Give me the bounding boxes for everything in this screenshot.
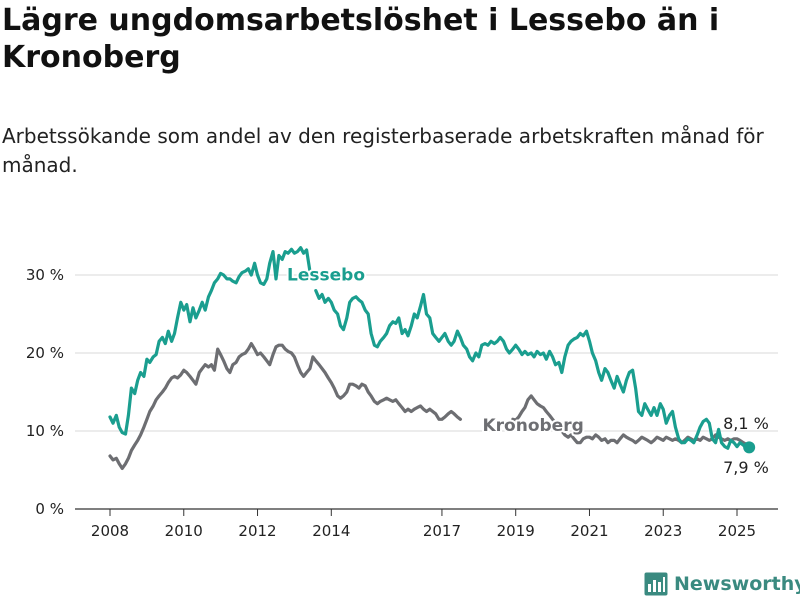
chart-subtitle: Arbetssökande som andel av den registerb… <box>2 124 764 177</box>
x-axis: 2008 2010 2012 2014 2017 2019 2021 2023 2025 <box>91 509 756 540</box>
kronoberg-label-halo: Kronoberg <box>483 416 584 436</box>
y-tick-label: 10 % <box>26 422 64 440</box>
lessebo-end-value-label: 7,9 % <box>723 458 769 477</box>
kronoberg-end-value-label: 8,1 % <box>723 414 769 433</box>
x-tick-label: 2019 <box>497 522 535 540</box>
lessebo-label: Lessebo <box>287 265 365 285</box>
newsworthy-wordmark: Newsworthy <box>674 573 800 595</box>
y-tick-label: 20 % <box>26 344 64 362</box>
x-tick-label: 2014 <box>312 522 350 540</box>
x-tick-label: 2017 <box>423 522 461 540</box>
x-tick-label: 2025 <box>718 522 756 540</box>
lessebo-line <box>314 289 751 450</box>
lessebo-end-point <box>743 441 756 454</box>
kronoberg-label: Kronoberg <box>483 416 584 436</box>
y-axis: 0 % 10 % 20 % 30 % <box>26 266 64 518</box>
x-tick-label: 2021 <box>570 522 608 540</box>
series-lines <box>108 246 751 470</box>
x-tick-label: 2012 <box>238 522 276 540</box>
chart-title: Lägre ungdomsarbetslöshet i Lessebo än i… <box>2 3 720 75</box>
lessebo-line <box>108 246 312 436</box>
newsworthy-logo-icon <box>644 572 668 596</box>
y-tick-label: 30 % <box>26 266 64 284</box>
x-tick-label: 2023 <box>644 522 682 540</box>
x-tick-label: 2008 <box>91 522 129 540</box>
lessebo-label-halo: Lessebo <box>287 265 365 285</box>
kronoberg-line <box>108 342 462 470</box>
kronoberg-line <box>511 394 751 448</box>
newsworthy-brand: Newsworthy <box>644 568 800 600</box>
x-tick-label: 2010 <box>165 522 203 540</box>
y-tick-label: 0 % <box>35 500 64 518</box>
grid-lines <box>75 274 778 510</box>
